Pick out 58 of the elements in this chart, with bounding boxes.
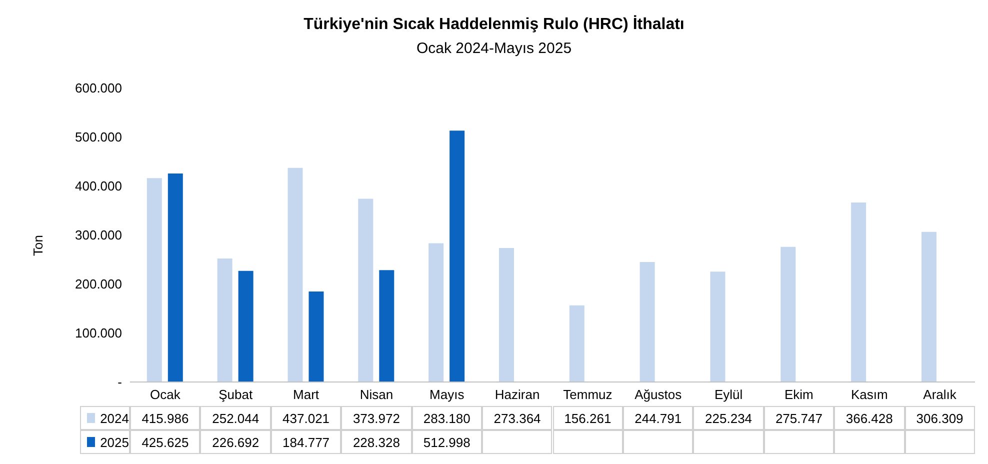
data-label: 306.309: [904, 406, 975, 430]
x-tick-label: Temmuz: [563, 387, 612, 402]
x-tick-label: Ağustos: [634, 387, 682, 402]
data-label: 273.364: [482, 406, 552, 430]
bar: [569, 305, 584, 382]
data-label: 226.692: [200, 430, 271, 454]
x-tick-label: Ekim: [784, 387, 814, 402]
y-tick-label: 600.000: [75, 80, 122, 96]
data-label: 512.998: [412, 430, 482, 454]
y-tick-label: 500.000: [75, 130, 122, 145]
bar: [498, 248, 514, 382]
x-tick-label: Nisan: [360, 387, 394, 402]
data-label: 244.791: [622, 406, 694, 430]
legend-label: 2024: [100, 410, 129, 426]
y-axis-title: Ton: [30, 235, 46, 256]
bar: [168, 173, 183, 382]
data-label: 373.972: [341, 406, 412, 430]
data-label: 415.986: [130, 406, 200, 430]
bar: [308, 291, 324, 382]
bar: [921, 232, 936, 382]
data-label: 283.180: [412, 406, 482, 430]
x-tick-label: Eylül: [714, 387, 743, 402]
data-label: 425.625: [130, 430, 200, 454]
bar: [379, 270, 394, 382]
bar: [450, 130, 465, 382]
x-tick-label: Şubat: [218, 387, 253, 402]
x-tick-label: Mayıs: [430, 387, 465, 402]
x-tick-label: Ocak: [150, 387, 181, 402]
x-tick-label: Kasım: [850, 387, 888, 402]
bar: [851, 202, 866, 382]
data-label: 228.328: [341, 430, 412, 454]
bar: [217, 258, 232, 382]
data-label: 184.777: [270, 430, 342, 454]
chart-subtitle: Ocak 2024-Mayıs 2025: [415, 40, 573, 57]
legend-label: 2025: [100, 434, 129, 450]
y-tick-label: 300.000: [75, 228, 122, 243]
bar: [146, 178, 162, 382]
bar: [238, 270, 254, 382]
bar: [640, 262, 655, 382]
chart-title: Türkiye'nin Sıcak Haddelenmiş Rulo (HRC) İthalatı: [302, 16, 686, 34]
data-label: 275.747: [764, 406, 834, 430]
data-label: 225.234: [693, 406, 764, 430]
bar: [710, 272, 726, 382]
y-tick-label: 400.000: [75, 178, 122, 194]
bar: [358, 198, 374, 382]
data-label: 156.261: [552, 406, 623, 430]
y-tick-label: 200.000: [75, 276, 122, 292]
data-label: 252.044: [200, 406, 271, 430]
data-label: 366.428: [834, 406, 905, 430]
x-tick-label: Mart: [293, 387, 320, 402]
y-tick-label: 100.000: [75, 326, 122, 341]
x-tick-label: Haziran: [494, 387, 540, 402]
bar: [288, 168, 303, 382]
bar: [780, 246, 796, 382]
x-tick-label: Aralık: [923, 387, 957, 402]
y-tick-label: -: [118, 374, 122, 390]
data-label: 437.021: [270, 406, 342, 430]
bar: [428, 243, 444, 382]
